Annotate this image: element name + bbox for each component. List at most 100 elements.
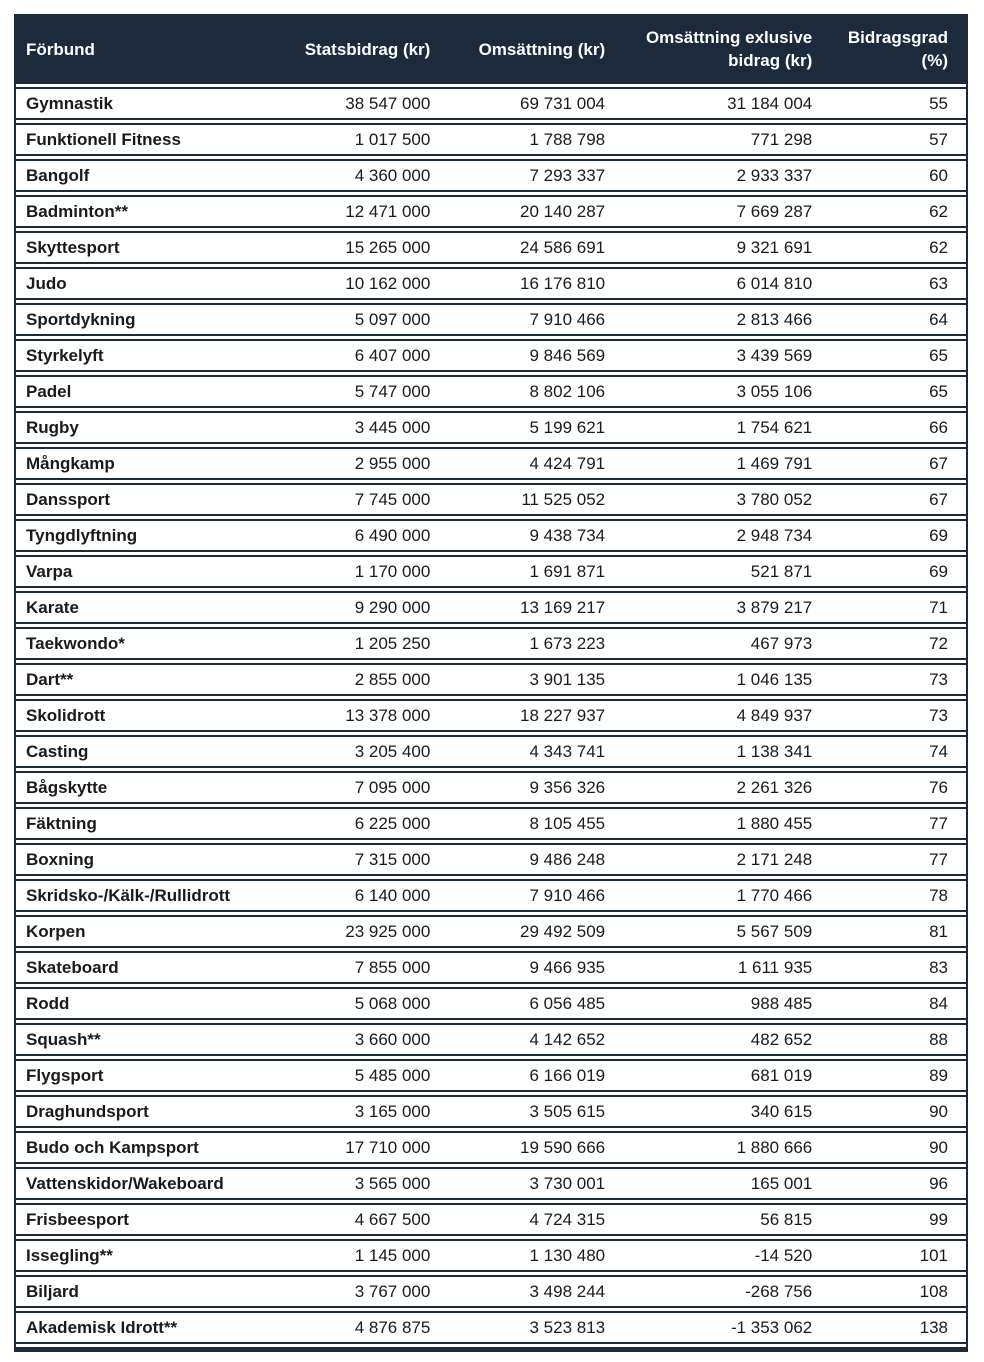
cell-statsbidrag: 5 747 000 — [281, 375, 447, 408]
table-row: Fäktning 6 225 000 8 105 455 1 880 455 77 — [16, 807, 966, 840]
cell-statsbidrag: 5 068 000 — [281, 987, 447, 1020]
cell-omsattning: 7 293 337 — [446, 159, 622, 192]
column-header-forbund: Förbund — [16, 14, 282, 84]
cell-omsattning-exlusive-bidrag: 1 046 135 — [621, 663, 829, 696]
cell-bidragsgrad: 72 — [828, 627, 966, 660]
table-row: Sportdykning 5 097 000 7 910 466 2 813 466 6… — [16, 303, 966, 336]
table-row: Casting 3 205 400 4 343 741 1 138 341 74 — [16, 735, 966, 768]
cell-omsattning: 16 176 810 — [446, 267, 622, 300]
column-header-statsbidrag: Statsbidrag (kr) — [281, 14, 447, 84]
cell-omsattning-exlusive-bidrag: 467 973 — [621, 627, 829, 660]
cell-statsbidrag: 7 855 000 — [281, 951, 447, 984]
table-row: Gymnastik 38 547 000 69 731 004 31 184 004 5… — [16, 87, 966, 120]
table-row: Tyngdlyftning 6 490 000 9 438 734 2 948 734… — [16, 519, 966, 552]
cell-omsattning: 9 486 248 — [446, 843, 622, 876]
cell-statsbidrag: 9 290 000 — [281, 591, 447, 624]
cell-omsattning: 3 901 135 — [446, 663, 622, 696]
cell-statsbidrag: 5 097 000 — [281, 303, 447, 336]
cell-bidragsgrad: 67 — [828, 483, 966, 516]
cell-forbund: Squash** — [16, 1023, 282, 1056]
table-row: Bangolf 4 360 000 7 293 337 2 933 337 60 — [16, 159, 966, 192]
cell-forbund: Gymnastik — [16, 87, 282, 120]
cell-omsattning: 7 910 466 — [446, 303, 622, 336]
table-row: Flygsport 5 485 000 6 166 019 681 019 89 — [16, 1059, 966, 1092]
cell-forbund: Draghundsport — [16, 1095, 282, 1128]
table-row: Skateboard 7 855 000 9 466 935 1 611 935 83 — [16, 951, 966, 984]
cell-bidragsgrad: 101 — [828, 1239, 966, 1272]
cell-omsattning-exlusive-bidrag: 1 770 466 — [621, 879, 829, 912]
cell-omsattning: 1 673 223 — [446, 627, 622, 660]
cell-bidragsgrad: 60 — [828, 159, 966, 192]
cell-omsattning-exlusive-bidrag: 9 321 691 — [621, 231, 829, 264]
cell-statsbidrag: 6 225 000 — [281, 807, 447, 840]
cell-omsattning: 29 492 509 — [446, 915, 622, 948]
cell-forbund: Akademisk Idrott** — [16, 1311, 282, 1344]
cell-omsattning: 1 691 871 — [446, 555, 622, 588]
cell-omsattning: 3 523 813 — [446, 1311, 622, 1344]
cell-statsbidrag: 6 140 000 — [281, 879, 447, 912]
cell-omsattning: 4 343 741 — [446, 735, 622, 768]
cell-omsattning-exlusive-bidrag: 165 001 — [621, 1167, 829, 1200]
cell-omsattning-exlusive-bidrag: 521 871 — [621, 555, 829, 588]
cell-statsbidrag: 5 485 000 — [281, 1059, 447, 1092]
cell-bidragsgrad: 62 — [828, 195, 966, 228]
table-row: Skridsko-/Kälk-/Rullidrott 6 140 000 7 910… — [16, 879, 966, 912]
cell-omsattning-exlusive-bidrag: 56 815 — [621, 1203, 829, 1236]
table-row: Dart** 2 855 000 3 901 135 1 046 135 73 — [16, 663, 966, 696]
cell-omsattning: 8 802 106 — [446, 375, 622, 408]
cell-forbund: Budo och Kampsport — [16, 1131, 282, 1164]
cell-forbund: Styrkelyft — [16, 339, 282, 372]
cell-forbund: Badminton** — [16, 195, 282, 228]
cell-omsattning-exlusive-bidrag: 2 261 326 — [621, 771, 829, 804]
cell-omsattning: 4 142 652 — [446, 1023, 622, 1056]
cell-statsbidrag: 15 265 000 — [281, 231, 447, 264]
cell-omsattning: 13 169 217 — [446, 591, 622, 624]
table-row: Badminton** 12 471 000 20 140 287 7 669 287… — [16, 195, 966, 228]
cell-statsbidrag: 2 955 000 — [281, 447, 447, 480]
cell-omsattning: 9 356 326 — [446, 771, 622, 804]
cell-statsbidrag: 4 360 000 — [281, 159, 447, 192]
cell-omsattning: 3 505 615 — [446, 1095, 622, 1128]
cell-statsbidrag: 3 767 000 — [281, 1275, 447, 1308]
cell-bidragsgrad: 77 — [828, 807, 966, 840]
cell-omsattning-exlusive-bidrag: 1 138 341 — [621, 735, 829, 768]
column-header-omsattning: Omsättning (kr) — [446, 14, 622, 84]
cell-statsbidrag: 17 710 000 — [281, 1131, 447, 1164]
cell-omsattning-exlusive-bidrag: 2 813 466 — [621, 303, 829, 336]
cell-forbund: Skridsko-/Kälk-/Rullidrott — [16, 879, 282, 912]
cell-omsattning: 20 140 287 — [446, 195, 622, 228]
cell-forbund: Rodd — [16, 987, 282, 1020]
table-row: Rodd 5 068 000 6 056 485 988 485 84 — [16, 987, 966, 1020]
table-row: Rugby 3 445 000 5 199 621 1 754 621 66 — [16, 411, 966, 444]
cell-omsattning-exlusive-bidrag: -1 353 062 — [621, 1311, 829, 1344]
cell-forbund: Bangolf — [16, 159, 282, 192]
cell-statsbidrag: 2 855 000 — [281, 663, 447, 696]
cell-omsattning-exlusive-bidrag: 7 669 287 — [621, 195, 829, 228]
cell-forbund: Issegling** — [16, 1239, 282, 1272]
cell-omsattning-exlusive-bidrag: 1 880 666 — [621, 1131, 829, 1164]
cell-bidragsgrad: 108 — [828, 1275, 966, 1308]
table-row: Skyttesport 15 265 000 24 586 691 9 321 691… — [16, 231, 966, 264]
cell-omsattning-exlusive-bidrag: 3 055 106 — [621, 375, 829, 408]
cell-bidragsgrad: 88 — [828, 1023, 966, 1056]
cell-omsattning: 9 846 569 — [446, 339, 622, 372]
table-row: Styrkelyft 6 407 000 9 846 569 3 439 569 65 — [16, 339, 966, 372]
cell-omsattning-exlusive-bidrag: 3 879 217 — [621, 591, 829, 624]
cell-bidragsgrad: 65 — [828, 339, 966, 372]
table-row: Akademisk Idrott** 4 876 875 3 523 813 -1 3… — [16, 1311, 966, 1344]
cell-omsattning: 3 498 244 — [446, 1275, 622, 1308]
cell-statsbidrag: 3 445 000 — [281, 411, 447, 444]
cell-omsattning: 4 724 315 — [446, 1203, 622, 1236]
cell-statsbidrag: 10 162 000 — [281, 267, 447, 300]
cell-bidragsgrad: 69 — [828, 555, 966, 588]
cell-bidragsgrad: 62 — [828, 231, 966, 264]
cell-forbund: Varpa — [16, 555, 282, 588]
cell-forbund: Rugby — [16, 411, 282, 444]
cell-omsattning: 6 166 019 — [446, 1059, 622, 1092]
cell-omsattning-exlusive-bidrag: 1 754 621 — [621, 411, 829, 444]
cell-statsbidrag: 3 205 400 — [281, 735, 447, 768]
cell-bidragsgrad: 63 — [828, 267, 966, 300]
table-row: Squash** 3 660 000 4 142 652 482 652 88 — [16, 1023, 966, 1056]
cell-omsattning-exlusive-bidrag: 4 849 937 — [621, 699, 829, 732]
cell-forbund: Biljard — [16, 1275, 282, 1308]
